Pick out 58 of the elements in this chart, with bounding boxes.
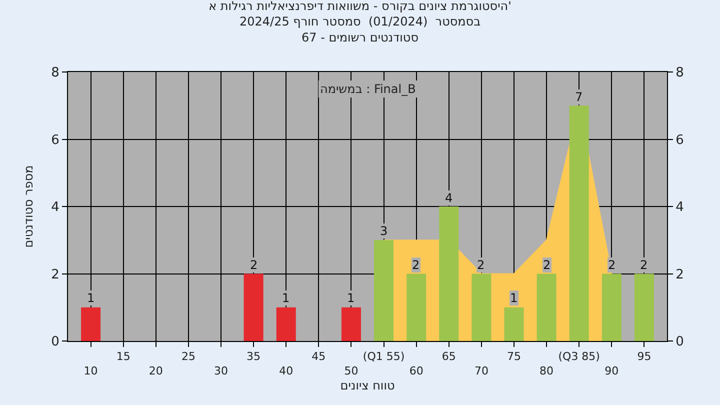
x-tick-label: 40 [279, 364, 294, 378]
x-tick-label: 60 [409, 364, 424, 378]
x-tick-label: 10 [84, 364, 98, 378]
data-label: 2 [412, 258, 420, 272]
x-tick-label: 90 [604, 364, 619, 378]
x-tick-label: 95 [637, 350, 652, 364]
x-tick-label: 65 [442, 350, 456, 364]
bar [374, 240, 394, 341]
data-label: 2 [608, 258, 616, 272]
x-tick-label: 25 [181, 350, 196, 364]
data-label: 2 [640, 258, 648, 272]
y2-tick-label: 4 [676, 200, 684, 216]
x-tick-label: 50 [344, 364, 358, 378]
y2-tick-label: 6 [676, 132, 684, 148]
bar [472, 274, 492, 341]
data-label: 1 [347, 291, 355, 305]
x-tick-label: 80 [540, 364, 554, 378]
x-tick-label: 75 [506, 350, 521, 364]
bar [341, 307, 361, 341]
data-label: 7 [575, 90, 583, 104]
bar [504, 307, 524, 341]
x-tick-label: 45 [312, 350, 326, 364]
y-tick-label: 4 [51, 200, 60, 216]
x-tick-label: 70 [474, 364, 488, 378]
bar [406, 274, 426, 341]
bar [276, 307, 296, 341]
bar [536, 274, 556, 341]
data-label: 3 [380, 224, 388, 238]
y-tick-label: 8 [51, 66, 60, 81]
x-tick-label: 20 [148, 364, 163, 378]
bar [634, 274, 654, 341]
y-tick-label: 6 [51, 132, 60, 148]
data-label: 4 [445, 191, 453, 205]
x-tick-label: (Q1 55) [362, 350, 405, 364]
y-tick-label: 2 [51, 267, 60, 282]
data-label: 1 [87, 291, 95, 305]
data-label: 1 [510, 291, 518, 305]
data-label: 2 [250, 258, 258, 272]
bar [602, 274, 622, 341]
x-tick-label: 30 [214, 364, 228, 378]
bar [569, 106, 589, 341]
x-tick-label: (Q3 85) [558, 350, 600, 364]
y2-tick-label: 0 [676, 334, 684, 350]
bar [81, 307, 101, 341]
y2-tick-label: 2 [676, 267, 684, 282]
y2-tick-label: 8 [676, 66, 684, 81]
chart-title: היסטוגרמת ציונים בקורס - משוואות דיפרנציאליות רגילות א' בסמסטר (01/2024) סמסטר חורף 2024/25 סטודנטים רשומים - 67 [208, 0, 512, 44]
x-tick-label: 15 [116, 350, 130, 364]
bar [439, 206, 459, 341]
data-label: 2 [543, 258, 551, 272]
annotation: במשימה : Final_B [320, 82, 416, 96]
x-axis-title: טווח ציונים [340, 378, 395, 392]
y-axis-title: מספר סטודנטים [21, 165, 36, 248]
x-tick-label: 35 [246, 350, 261, 364]
data-label: 2 [477, 258, 485, 272]
y-tick-label: 0 [51, 334, 60, 350]
bar [244, 274, 264, 341]
data-label: 1 [282, 291, 290, 305]
